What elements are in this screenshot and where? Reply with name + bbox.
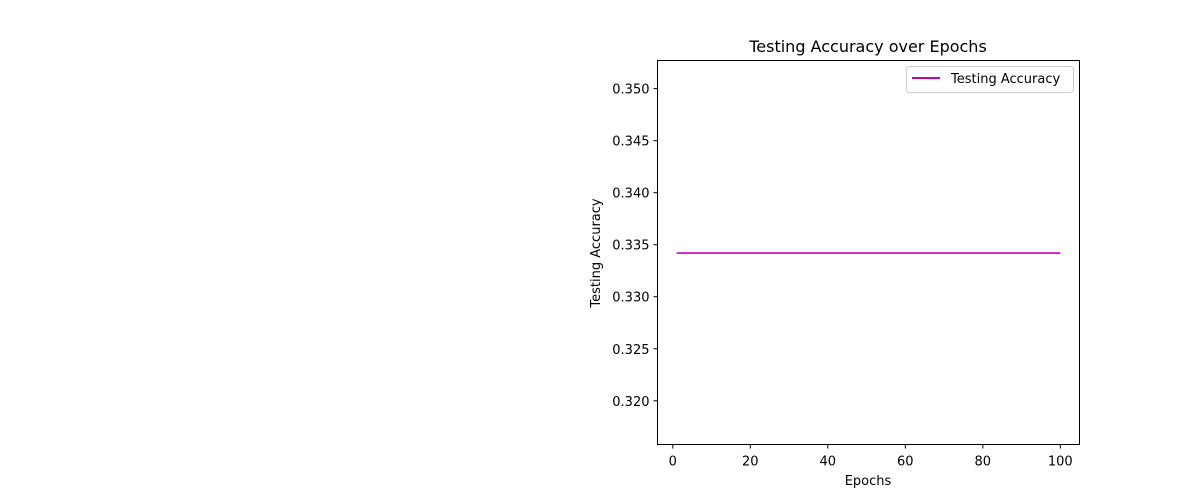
- y-axis-label: Testing Accuracy: [589, 198, 604, 308]
- x-axis: 0 20 40 60 80 100: [669, 444, 1073, 470]
- legend-box: [906, 66, 1074, 93]
- chart-title: Testing Accuracy over Epochs: [748, 37, 987, 56]
- y-tick-label: 0.345: [612, 135, 649, 150]
- x-tick-label: 60: [897, 455, 914, 470]
- x-tick-label: 20: [742, 455, 759, 470]
- x-tick-label: 0: [669, 455, 677, 470]
- y-tick-label: 0.325: [612, 343, 649, 358]
- y-tick-label: 0.335: [612, 239, 649, 254]
- x-tick-label: 100: [1048, 455, 1073, 470]
- legend-label: Testing Accuracy: [950, 72, 1060, 87]
- x-tick-label: 40: [820, 455, 837, 470]
- x-axis-label: Epochs: [845, 474, 892, 489]
- x-tick-label: 80: [975, 455, 992, 470]
- y-tick-label: 0.320: [612, 395, 649, 410]
- legend: Testing Accuracy: [906, 66, 1074, 93]
- plot-area: [657, 60, 1080, 445]
- y-tick-label: 0.340: [612, 187, 649, 202]
- y-axis: 0.320 0.325 0.330 0.335 0.340 0.345 0.350: [612, 83, 658, 410]
- y-tick-label: 0.330: [612, 291, 649, 306]
- y-tick-label: 0.350: [612, 83, 649, 98]
